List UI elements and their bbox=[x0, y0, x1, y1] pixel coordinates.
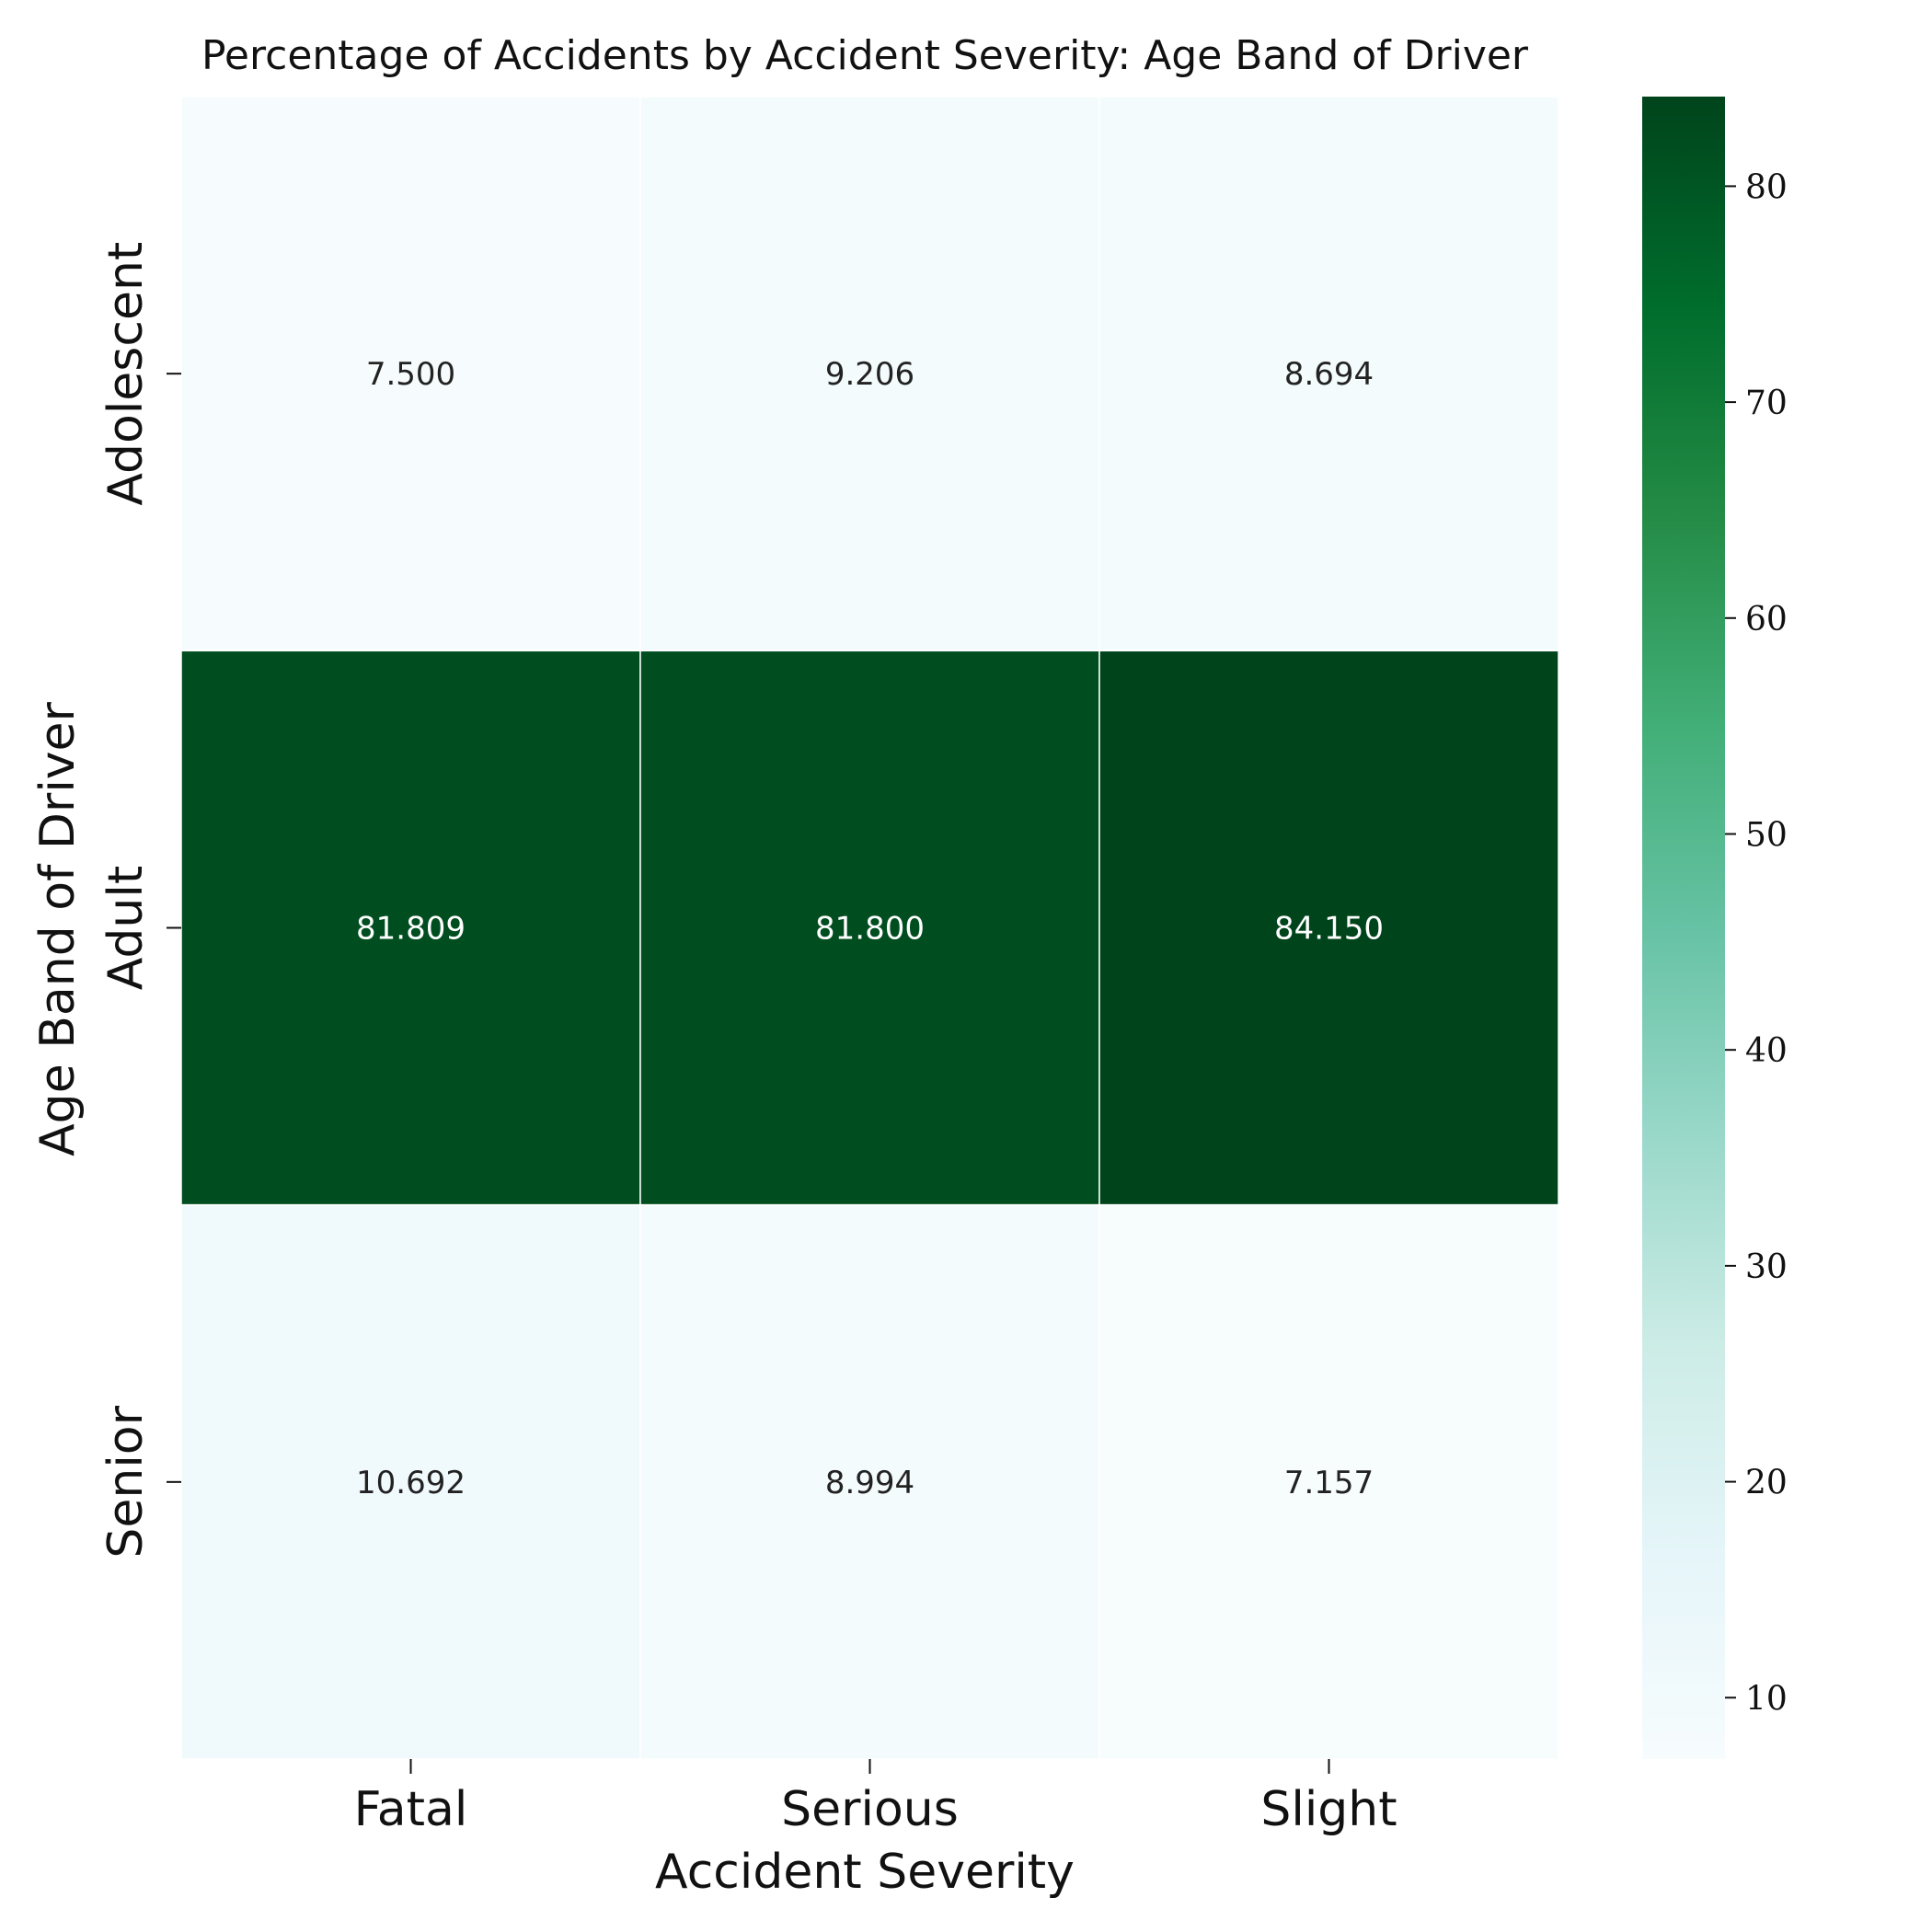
y-tick-label: Senior bbox=[98, 1405, 154, 1558]
colorbar-tick-label: 80 bbox=[1745, 168, 1788, 206]
heatmap-cell bbox=[180, 650, 641, 1206]
x-axis: Fatal Serious Slight bbox=[354, 1759, 1397, 1837]
colorbar-tick-label: 30 bbox=[1745, 1248, 1788, 1286]
colorbar-tick-label: 60 bbox=[1745, 601, 1788, 638]
colorbar-tick-label: 10 bbox=[1745, 1680, 1788, 1718]
cell-value-label: 9.206 bbox=[825, 356, 914, 393]
cell-value-label: 81.800 bbox=[815, 911, 925, 948]
cell-value-label: 84.150 bbox=[1274, 911, 1384, 948]
cell-value-label: 7.500 bbox=[366, 356, 455, 393]
y-tick-label: Adult bbox=[98, 866, 154, 990]
cell-value-label: 7.157 bbox=[1284, 1465, 1374, 1501]
x-tick-label: Slight bbox=[1260, 1782, 1397, 1837]
x-tick-label: Fatal bbox=[354, 1782, 468, 1837]
colorbar-tick-label: 20 bbox=[1745, 1465, 1788, 1502]
heatmap-cell bbox=[180, 1203, 641, 1760]
cell-value-label: 8.694 bbox=[1284, 356, 1374, 393]
colorbar-tick-label: 70 bbox=[1745, 385, 1788, 422]
chart-title: Percentage of Accidents by Accident Seve… bbox=[201, 32, 1529, 79]
colorbar-tick-label: 50 bbox=[1745, 816, 1788, 854]
heatmap-cell bbox=[1098, 96, 1559, 652]
y-axis-label: Age Band of Driver bbox=[30, 701, 86, 1156]
heatmap-cell bbox=[639, 650, 1100, 1206]
x-axis-label: Accident Severity bbox=[655, 1845, 1075, 1900]
y-axis: Adolescent Adult Senior bbox=[98, 242, 181, 1558]
colorbar: 10 20 30 40 50 60 70 80 bbox=[1642, 97, 1788, 1759]
colorbar-gradient bbox=[1642, 97, 1725, 1759]
cell-value-label: 81.809 bbox=[356, 911, 466, 948]
colorbar-tick-label: 40 bbox=[1745, 1032, 1788, 1070]
heatmap-cell-labels: 7.500 9.206 8.694 81.809 81.800 84.150 10.692 8… bbox=[356, 356, 1384, 1501]
heatmap-cells bbox=[180, 96, 1559, 1760]
y-tick-label: Adolescent bbox=[98, 242, 154, 506]
heatmap-cell bbox=[639, 1203, 1100, 1760]
heatmap-cell bbox=[1098, 650, 1559, 1206]
x-tick-label: Serious bbox=[781, 1782, 959, 1837]
heatmap-cell bbox=[639, 96, 1100, 652]
heatmap-cell bbox=[180, 96, 641, 652]
cell-value-label: 10.692 bbox=[356, 1465, 466, 1501]
cell-value-label: 8.994 bbox=[825, 1465, 914, 1501]
